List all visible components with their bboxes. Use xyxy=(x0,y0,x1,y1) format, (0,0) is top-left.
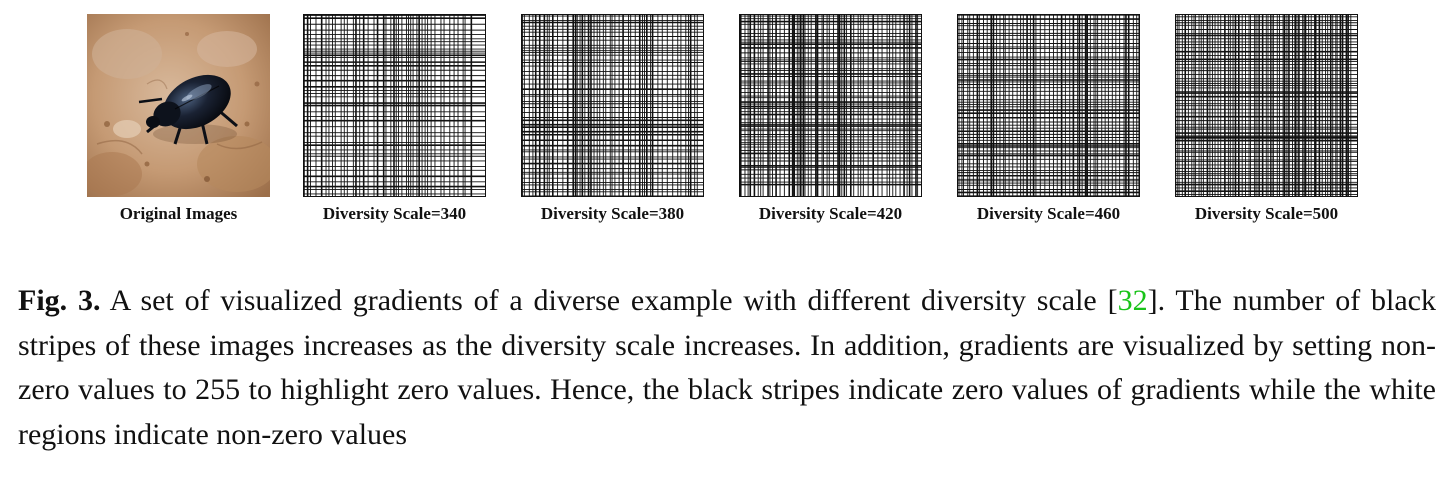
beetle-photo xyxy=(87,14,270,197)
gradient-image-420 xyxy=(739,14,922,197)
panel-label-420: Diversity Scale=420 xyxy=(758,204,903,223)
panel-border xyxy=(303,14,486,197)
panel-label-500: Diversity Scale=500 xyxy=(1194,204,1339,223)
gradient-image-340 xyxy=(303,14,486,197)
panel-border xyxy=(957,14,1140,197)
figure-row: Original Images Diversity Scale=340 Dive… xyxy=(0,0,1455,240)
panel-scale-420: Diversity Scale=420 xyxy=(739,14,922,234)
panel-border xyxy=(521,14,704,197)
panel-label-460: Diversity Scale=460 xyxy=(976,204,1121,223)
panel-scale-380: Diversity Scale=380 xyxy=(521,14,704,234)
panel-scale-460: Diversity Scale=460 xyxy=(957,14,1140,234)
caption-text-before-cite: A set of visualized gradients of a diver… xyxy=(109,284,1097,317)
gradient-image-460 xyxy=(957,14,1140,197)
panel-original: Original Images xyxy=(87,14,270,234)
stripe-group xyxy=(957,14,1140,197)
gradient-image-500 xyxy=(1175,14,1358,197)
gradient-image-380 xyxy=(521,14,704,197)
figure-caption: Fig. 3. A set of visualized gradients of… xyxy=(18,279,1436,457)
citation-close-bracket: ] xyxy=(1147,284,1158,317)
panel-scale-340: Diversity Scale=340 xyxy=(303,14,486,234)
stripe-group xyxy=(303,14,486,197)
citation-number[interactable]: 32 xyxy=(1117,284,1148,317)
citation-open-bracket: [ xyxy=(1107,284,1118,317)
stripe-group xyxy=(1175,14,1358,197)
panel-border xyxy=(739,14,922,197)
stripe-group xyxy=(739,14,922,197)
panel-label-original: Original Images xyxy=(119,204,238,223)
stripe-group xyxy=(521,14,704,197)
caption-text-after-cite: . The number of black stripes of these i… xyxy=(18,284,1436,451)
caption-label: Fig. 3. xyxy=(18,284,101,317)
panel-label-380: Diversity Scale=380 xyxy=(540,204,685,223)
panel-border xyxy=(1175,14,1358,197)
citation-link[interactable]: [32] xyxy=(1108,284,1158,317)
panel-label-340: Diversity Scale=340 xyxy=(322,204,467,223)
panel-scale-500: Diversity Scale=500 xyxy=(1175,14,1358,234)
